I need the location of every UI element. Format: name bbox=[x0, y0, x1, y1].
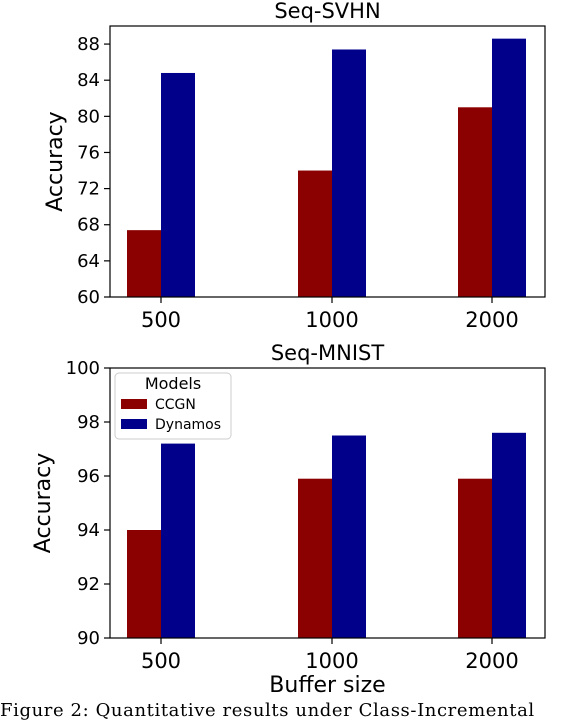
chart-2-bar-dynamos-2000 bbox=[492, 432, 526, 638]
legend-swatch-ccgn bbox=[121, 399, 147, 409]
legend-title: Models bbox=[145, 374, 201, 393]
chart-1-y-tick-label: 72 bbox=[77, 179, 100, 200]
chart-2-bar-ccgn-1000 bbox=[298, 478, 332, 638]
chart-2-title: Seq-MNIST bbox=[271, 341, 385, 365]
chart-1-x-tick-label: 500 bbox=[141, 308, 181, 332]
chart-1-bar-dynamos-500 bbox=[161, 72, 195, 298]
chart-2-y-tick-label: 92 bbox=[77, 574, 100, 595]
chart-2-x-tick-label: 500 bbox=[141, 649, 181, 673]
chart-1-y-tick-label: 68 bbox=[77, 215, 100, 236]
chart-1-bar-dynamos-2000 bbox=[492, 38, 526, 297]
chart-1-x-tick-label: 1000 bbox=[305, 308, 358, 332]
chart-1-x-tick-label: 2000 bbox=[465, 308, 518, 332]
chart-1-y-tick-label: 80 bbox=[77, 106, 100, 127]
chart-1-bar-ccgn-2000 bbox=[458, 107, 492, 297]
chart-1-y-tick-label: 64 bbox=[77, 251, 100, 272]
chart-1-y-tick-label: 60 bbox=[77, 287, 100, 308]
legend-label-ccgn: CCGN bbox=[155, 397, 196, 413]
chart-2-x-tick-label: 1000 bbox=[305, 649, 358, 673]
chart-1-bar-dynamos-1000 bbox=[332, 49, 366, 298]
chart-2-bar-ccgn-2000 bbox=[458, 478, 492, 638]
figure: Seq-SVHN 60 64 68 72 76 80 84 88 500 1000 2000 Accur… bbox=[31, 0, 546, 698]
chart-1-bar-ccgn-500 bbox=[127, 230, 161, 297]
chart-1-plot-frame bbox=[109, 25, 546, 298]
chart-2-x-axis-label: Buffer size bbox=[269, 673, 385, 698]
chart-2-bar-dynamos-500 bbox=[161, 443, 195, 638]
legend-swatch-dynamos bbox=[121, 419, 147, 429]
chart-1-y-axis-label: Accuracy bbox=[43, 111, 68, 211]
chart-2-plot-frame bbox=[109, 367, 546, 639]
chart-2-bar-dynamos-1000 bbox=[332, 435, 366, 638]
chart-2-bar-ccgn-500 bbox=[127, 530, 161, 638]
chart-1-y-tick-label: 88 bbox=[77, 34, 100, 55]
chart-2-y-tick-label: 90 bbox=[77, 628, 100, 649]
chart-1-y-tick-label: 76 bbox=[77, 142, 100, 163]
chart-2-y-axis-label: Accuracy bbox=[31, 453, 56, 553]
chart-1-bar-ccgn-1000 bbox=[298, 170, 332, 297]
chart-2-y-tick-label: 100 bbox=[66, 358, 100, 379]
legend-label-dynamos: Dynamos bbox=[155, 417, 221, 433]
chart-1-y-tick-label: 84 bbox=[77, 70, 100, 91]
chart-2-y-tick-label: 96 bbox=[77, 466, 100, 487]
chart-2-y-tick-label: 94 bbox=[77, 520, 100, 541]
figure-caption: Figure 2: Quantitative results under Cla… bbox=[0, 700, 535, 721]
chart-2-x-tick-label: 2000 bbox=[465, 649, 518, 673]
chart-1-title: Seq-SVHN bbox=[274, 0, 380, 23]
chart-2-y-tick-label: 98 bbox=[77, 412, 100, 433]
